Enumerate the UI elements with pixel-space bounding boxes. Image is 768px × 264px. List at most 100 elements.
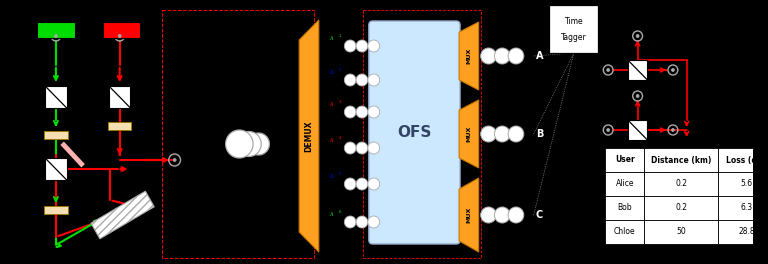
Polygon shape: [109, 86, 131, 108]
Bar: [605, 148, 644, 172]
Text: Tagger: Tagger: [561, 32, 587, 41]
Circle shape: [344, 216, 356, 228]
Circle shape: [495, 126, 510, 142]
Circle shape: [368, 40, 379, 52]
Text: $\lambda$: $\lambda$: [329, 68, 334, 76]
Circle shape: [248, 133, 270, 155]
Circle shape: [607, 129, 610, 131]
Circle shape: [368, 74, 379, 86]
Bar: [605, 196, 644, 220]
Text: 2: 2: [339, 68, 341, 72]
Circle shape: [356, 142, 368, 154]
Text: OFS: OFS: [397, 125, 432, 140]
Circle shape: [495, 207, 510, 223]
Text: Alice: Alice: [616, 180, 634, 188]
Text: 3: 3: [339, 100, 341, 104]
Polygon shape: [459, 100, 478, 168]
Text: 28.8: 28.8: [738, 228, 755, 237]
Circle shape: [344, 40, 356, 52]
Bar: [644, 196, 718, 220]
Circle shape: [356, 178, 368, 190]
Circle shape: [368, 216, 379, 228]
Text: MUX: MUX: [466, 126, 472, 142]
Text: $\lambda$: $\lambda$: [329, 34, 334, 42]
Circle shape: [173, 158, 176, 162]
Text: 4: 4: [339, 136, 341, 140]
Bar: [549, 5, 598, 53]
Circle shape: [356, 40, 368, 52]
Circle shape: [671, 129, 674, 131]
Bar: [644, 172, 718, 196]
Circle shape: [344, 178, 356, 190]
Text: $\lambda$: $\lambda$: [329, 100, 334, 108]
Circle shape: [344, 74, 356, 86]
Circle shape: [356, 216, 368, 228]
Text: Time: Time: [564, 16, 583, 26]
Bar: [644, 148, 718, 172]
Text: 6: 6: [339, 210, 341, 214]
Bar: [644, 220, 718, 244]
Circle shape: [508, 207, 524, 223]
Text: 5: 5: [339, 172, 341, 176]
Circle shape: [481, 207, 496, 223]
Circle shape: [508, 126, 524, 142]
Polygon shape: [44, 131, 68, 139]
Text: DEMUX: DEMUX: [304, 120, 313, 152]
Bar: [363, 10, 481, 258]
Text: 0.2: 0.2: [675, 204, 687, 213]
Polygon shape: [44, 206, 68, 214]
Text: Bob: Bob: [617, 204, 632, 213]
Bar: [605, 172, 644, 196]
Text: 1: 1: [339, 34, 341, 38]
Circle shape: [118, 35, 121, 37]
Bar: [103, 22, 141, 38]
Text: Distance (km): Distance (km): [651, 155, 711, 164]
Text: Loss (dB): Loss (dB): [727, 155, 766, 164]
Bar: [718, 196, 768, 220]
Text: $\lambda$: $\lambda$: [329, 136, 334, 144]
Text: C: C: [536, 210, 543, 220]
Circle shape: [607, 68, 610, 72]
Polygon shape: [91, 191, 154, 239]
Text: B: B: [536, 129, 543, 139]
Text: 6.3: 6.3: [740, 204, 753, 213]
Polygon shape: [459, 22, 478, 90]
Circle shape: [368, 106, 379, 118]
Circle shape: [368, 142, 379, 154]
Circle shape: [356, 74, 368, 86]
Bar: [38, 22, 74, 38]
Text: A: A: [536, 51, 543, 61]
Bar: [605, 220, 644, 244]
Text: Chloe: Chloe: [614, 228, 636, 237]
Polygon shape: [45, 86, 67, 108]
Circle shape: [481, 48, 496, 64]
Circle shape: [495, 48, 510, 64]
Text: 0.2: 0.2: [675, 180, 687, 188]
Circle shape: [671, 68, 674, 72]
Polygon shape: [300, 20, 319, 252]
Circle shape: [344, 142, 356, 154]
Polygon shape: [108, 122, 131, 130]
Text: $\lambda$: $\lambda$: [329, 172, 334, 180]
Bar: [718, 172, 768, 196]
Circle shape: [636, 35, 639, 37]
Text: User: User: [615, 155, 634, 164]
Circle shape: [237, 131, 261, 157]
Polygon shape: [627, 60, 647, 80]
Polygon shape: [459, 178, 478, 252]
Circle shape: [481, 126, 496, 142]
Text: 50: 50: [677, 228, 686, 237]
Circle shape: [508, 48, 524, 64]
FancyBboxPatch shape: [369, 21, 460, 244]
Bar: [162, 10, 314, 258]
Bar: [718, 220, 768, 244]
Circle shape: [368, 178, 379, 190]
Polygon shape: [627, 120, 647, 140]
Polygon shape: [45, 158, 67, 180]
Circle shape: [636, 95, 639, 97]
Bar: [718, 148, 768, 172]
Text: MUX: MUX: [466, 48, 472, 64]
Circle shape: [226, 130, 253, 158]
Circle shape: [356, 106, 368, 118]
Text: $\lambda$: $\lambda$: [329, 210, 334, 218]
